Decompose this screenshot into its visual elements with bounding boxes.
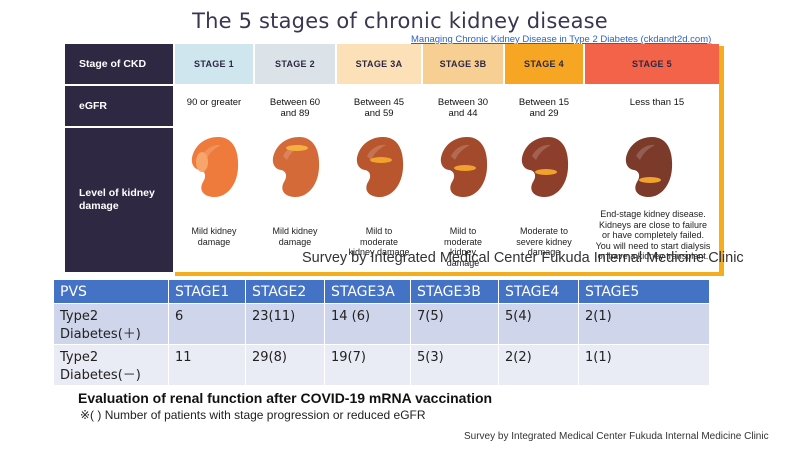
damage-cell-1: Mild kidney damage [175,128,253,272]
kidney-icon [191,137,239,198]
kidney-icon [272,137,320,198]
kidney-icon [356,137,404,198]
ckd-infographic: Stage of CKD eGFR Level of kidney damage… [65,44,744,276]
kidney-icon [521,137,569,198]
stage-header-3: STAGE 3A [337,44,421,84]
survey-credit: Survey by Integrated Medical Center Fuku… [464,431,769,442]
stage-header-1: STAGE 1 [175,44,253,84]
egfr-text: Between 30 and 44 [437,97,489,119]
header-stage2: STAGE2 [245,279,325,304]
egfr-text: Between 15 and 29 [518,97,570,119]
footnote: ※( ) Number of patients with stage progr… [80,408,426,422]
infographic-border-bottom [175,272,724,276]
table-cell: 14 (6) [324,303,411,345]
egfr-value-5: Between 15 and 29 [505,86,583,126]
caption: Evaluation of renal function after COVID… [78,390,493,406]
row-label-egfr: eGFR [65,86,173,126]
table-cell: 7(5) [410,303,499,345]
stage-header-4: STAGE 3B [423,44,503,84]
egfr-text: Between 45 and 59 [353,97,405,119]
damage-text: Mild kidney damage [191,226,237,247]
damage-text: Mild to moderate kidney damage [348,226,410,257]
table-cell: 2(1) [578,303,710,345]
egfr-value-1: 90 or greater [175,86,253,126]
table-cell: 6 [168,303,246,345]
kidney-icon [625,137,673,198]
damage-cell-2: Mild kidney damage [255,128,335,272]
stage-header-6: STAGE 5 [585,44,719,84]
stage-header-2: STAGE 2 [255,44,335,84]
table-cell: 5(4) [498,303,579,345]
egfr-value-2: Between 60 and 89 [255,86,335,126]
table-cell: 23(11) [245,303,325,345]
egfr-value-3: Between 45 and 59 [337,86,421,126]
table-row: Type2 Diabetes(－) 11 29(8) 19(7) 5(3) 2(… [53,344,710,386]
damage-cell-3: Mild to moderate kidney damage [337,128,421,272]
damage-text: End-stage kidney disease. Kidneys are cl… [595,209,711,261]
row-label: Type2 Diabetes(＋) [53,303,169,345]
infographic-body: Stage of CKD eGFR Level of kidney damage… [65,44,719,272]
egfr-value-4: Between 30 and 44 [423,86,503,126]
egfr-text: 90 or greater [186,97,242,108]
header-stage4: STAGE4 [498,279,579,304]
egfr-value-6: Less than 15 [585,86,719,126]
row-label: Type2 Diabetes(－) [53,344,169,386]
stage-header-5: STAGE 4 [505,44,583,84]
infographic-border-right [719,46,724,276]
header-stage3b: STAGE3B [410,279,499,304]
egfr-text: Less than 15 [629,97,685,108]
damage-text: Moderate to severe kidney damage [516,226,572,257]
header-stage1: STAGE1 [168,279,246,304]
table-cell: 2(2) [498,344,579,386]
header-pvs: PVS [53,279,169,304]
table-cell: 29(8) [245,344,325,386]
egfr-text: Between 60 and 89 [269,97,321,119]
row-label-damage: Level of kidney damage [65,128,173,272]
damage-text: Mild to moderate kidney damage [443,226,483,268]
table-cell: 11 [168,344,246,386]
header-stage3a: STAGE3A [324,279,411,304]
table-header-row: PVS STAGE1 STAGE2 STAGE3A STAGE3B STAGE4… [53,279,710,304]
table-cell: 19(7) [324,344,411,386]
kidney-icon [440,137,488,198]
header-stage5: STAGE5 [578,279,710,304]
pvs-table: PVS STAGE1 STAGE2 STAGE3A STAGE3B STAGE4… [53,279,710,386]
table-cell: 1(1) [578,344,710,386]
reference-link[interactable]: Managing Chronic Kidney Disease in Type … [411,34,712,45]
damage-cell-4: Mild to moderate kidney damage [423,128,503,272]
damage-cell-5: Moderate to severe kidney damage [505,128,583,272]
table-row: Type2 Diabetes(＋) 6 23(11) 14 (6) 7(5) 5… [53,303,710,345]
table-cell: 5(3) [410,344,499,386]
row-label-stage: Stage of CKD [65,44,173,84]
damage-cell-6: End-stage kidney disease. Kidneys are cl… [585,128,719,272]
damage-text: Mild kidney damage [272,226,318,247]
page-title: The 5 stages of chronic kidney disease [192,9,608,33]
overlay-survey-text: Survey by Integrated Medical Center Fuku… [302,250,744,266]
